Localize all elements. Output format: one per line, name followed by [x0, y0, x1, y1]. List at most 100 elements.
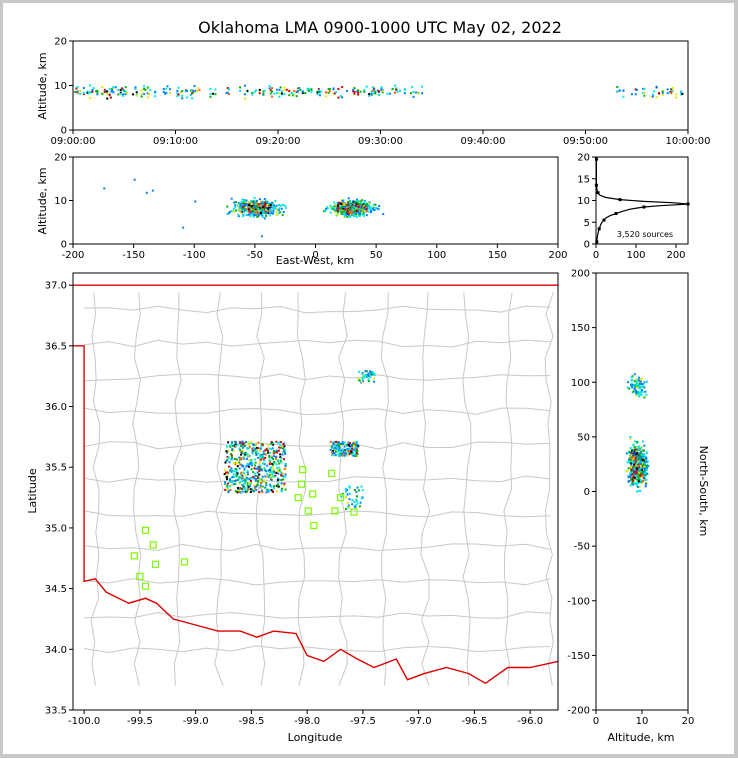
north-south-source — [630, 463, 633, 466]
plan-view-source — [356, 502, 359, 505]
plan-view-y-tick-label: 34.0 — [45, 645, 67, 656]
east-west-source — [348, 204, 351, 207]
plan-view-source — [361, 372, 364, 375]
north-south-source — [635, 454, 638, 457]
plan-view-source — [347, 452, 350, 455]
plan-view-source — [269, 470, 272, 473]
time-height-source — [661, 92, 664, 95]
north-south-source — [647, 465, 650, 468]
north-south-source — [635, 394, 638, 397]
time-height-source — [642, 87, 645, 90]
time-height-source — [135, 91, 138, 94]
plan-view-source — [257, 467, 260, 470]
plan-view-source — [268, 456, 271, 459]
plan-view-source — [247, 485, 250, 488]
time-height-source — [666, 88, 669, 91]
east-west-source — [344, 208, 347, 211]
plan-view-source — [233, 470, 236, 473]
east-west-source — [243, 211, 246, 214]
plan-view-source — [273, 487, 276, 490]
north-south-source — [630, 456, 633, 459]
north-south-source — [637, 460, 640, 463]
time-height-source — [123, 90, 126, 93]
plan-view-source — [251, 447, 254, 450]
lma-station — [310, 521, 318, 530]
east-west-source — [356, 209, 359, 212]
east-west-source — [254, 203, 257, 206]
plan-view-source — [373, 372, 376, 375]
east-west-source — [359, 206, 362, 209]
plan-view-source — [344, 452, 347, 455]
plan-view-source — [335, 440, 338, 443]
time-height-source — [96, 89, 99, 92]
north-south-source — [643, 475, 646, 478]
north-south-source — [636, 440, 639, 443]
time-height-source — [103, 91, 106, 94]
plan-view-source — [253, 467, 256, 470]
time-height-source — [293, 93, 296, 96]
plan-view-source — [229, 444, 232, 447]
north-south-x-tick-label: 0 — [593, 716, 599, 727]
east-west-source — [258, 206, 261, 209]
time-height-source — [283, 93, 286, 96]
plan-view-source — [235, 462, 238, 465]
east-west-source — [333, 201, 336, 204]
time-height-source — [280, 90, 283, 93]
plan-view-source — [346, 501, 349, 504]
plan-view-source — [226, 485, 229, 488]
plan-view-source — [235, 445, 238, 448]
plan-view-source — [354, 448, 357, 451]
plan-view-source — [355, 498, 358, 501]
plan-view-source — [270, 470, 273, 473]
north-south-source — [638, 477, 641, 480]
east-west-source — [360, 204, 363, 207]
north-south-source — [641, 462, 644, 465]
plan-view-source — [227, 491, 230, 494]
north-south-source — [635, 392, 638, 395]
east-west-source — [241, 206, 244, 209]
north-south-source — [634, 446, 637, 449]
east-west-source — [347, 197, 350, 200]
plan-view-source — [343, 454, 346, 457]
east-west-source — [239, 205, 242, 208]
north-south-source — [629, 474, 632, 477]
plan-view-source — [256, 471, 259, 474]
plan-view-source — [357, 489, 360, 492]
north-south-source — [627, 467, 630, 470]
time-height-sources — [74, 84, 684, 100]
east-west-source — [239, 207, 242, 210]
plan-view-source — [356, 452, 359, 455]
time-height-source — [109, 90, 112, 93]
time-height-source — [86, 91, 89, 94]
plan-view-source — [333, 452, 336, 455]
north-south-source — [642, 459, 645, 462]
plan-view-y-tick-label: 35.5 — [45, 463, 67, 474]
time-height-source — [119, 88, 122, 91]
east-west-source — [348, 212, 351, 215]
time-height-source — [176, 89, 179, 92]
time-height-source — [325, 91, 328, 94]
time-height-source — [143, 93, 146, 96]
plan-view-source — [251, 450, 254, 453]
time-height-source — [421, 92, 424, 95]
east-west-source — [275, 204, 278, 207]
plan-view-source — [236, 491, 239, 494]
plan-view-x-tick-label: -98.0 — [294, 716, 320, 727]
plan-view-source — [347, 450, 350, 453]
north-south-source — [640, 447, 643, 450]
plan-view-source — [256, 465, 259, 468]
east-west-source — [250, 211, 253, 214]
plan-view-y-tick-label: 35.0 — [45, 523, 67, 534]
east-west-source — [359, 214, 362, 217]
lma-station — [299, 466, 307, 474]
plan-view-source — [241, 440, 244, 443]
plan-view-source — [281, 445, 284, 448]
plan-view-source — [259, 467, 262, 470]
east-west-source — [335, 214, 338, 217]
north-south-source — [637, 445, 640, 448]
east-west-source — [237, 215, 240, 218]
east-west-source — [373, 209, 376, 212]
east-west-source — [372, 206, 375, 209]
plan-view-source — [226, 486, 229, 489]
time-height-source — [359, 90, 362, 93]
